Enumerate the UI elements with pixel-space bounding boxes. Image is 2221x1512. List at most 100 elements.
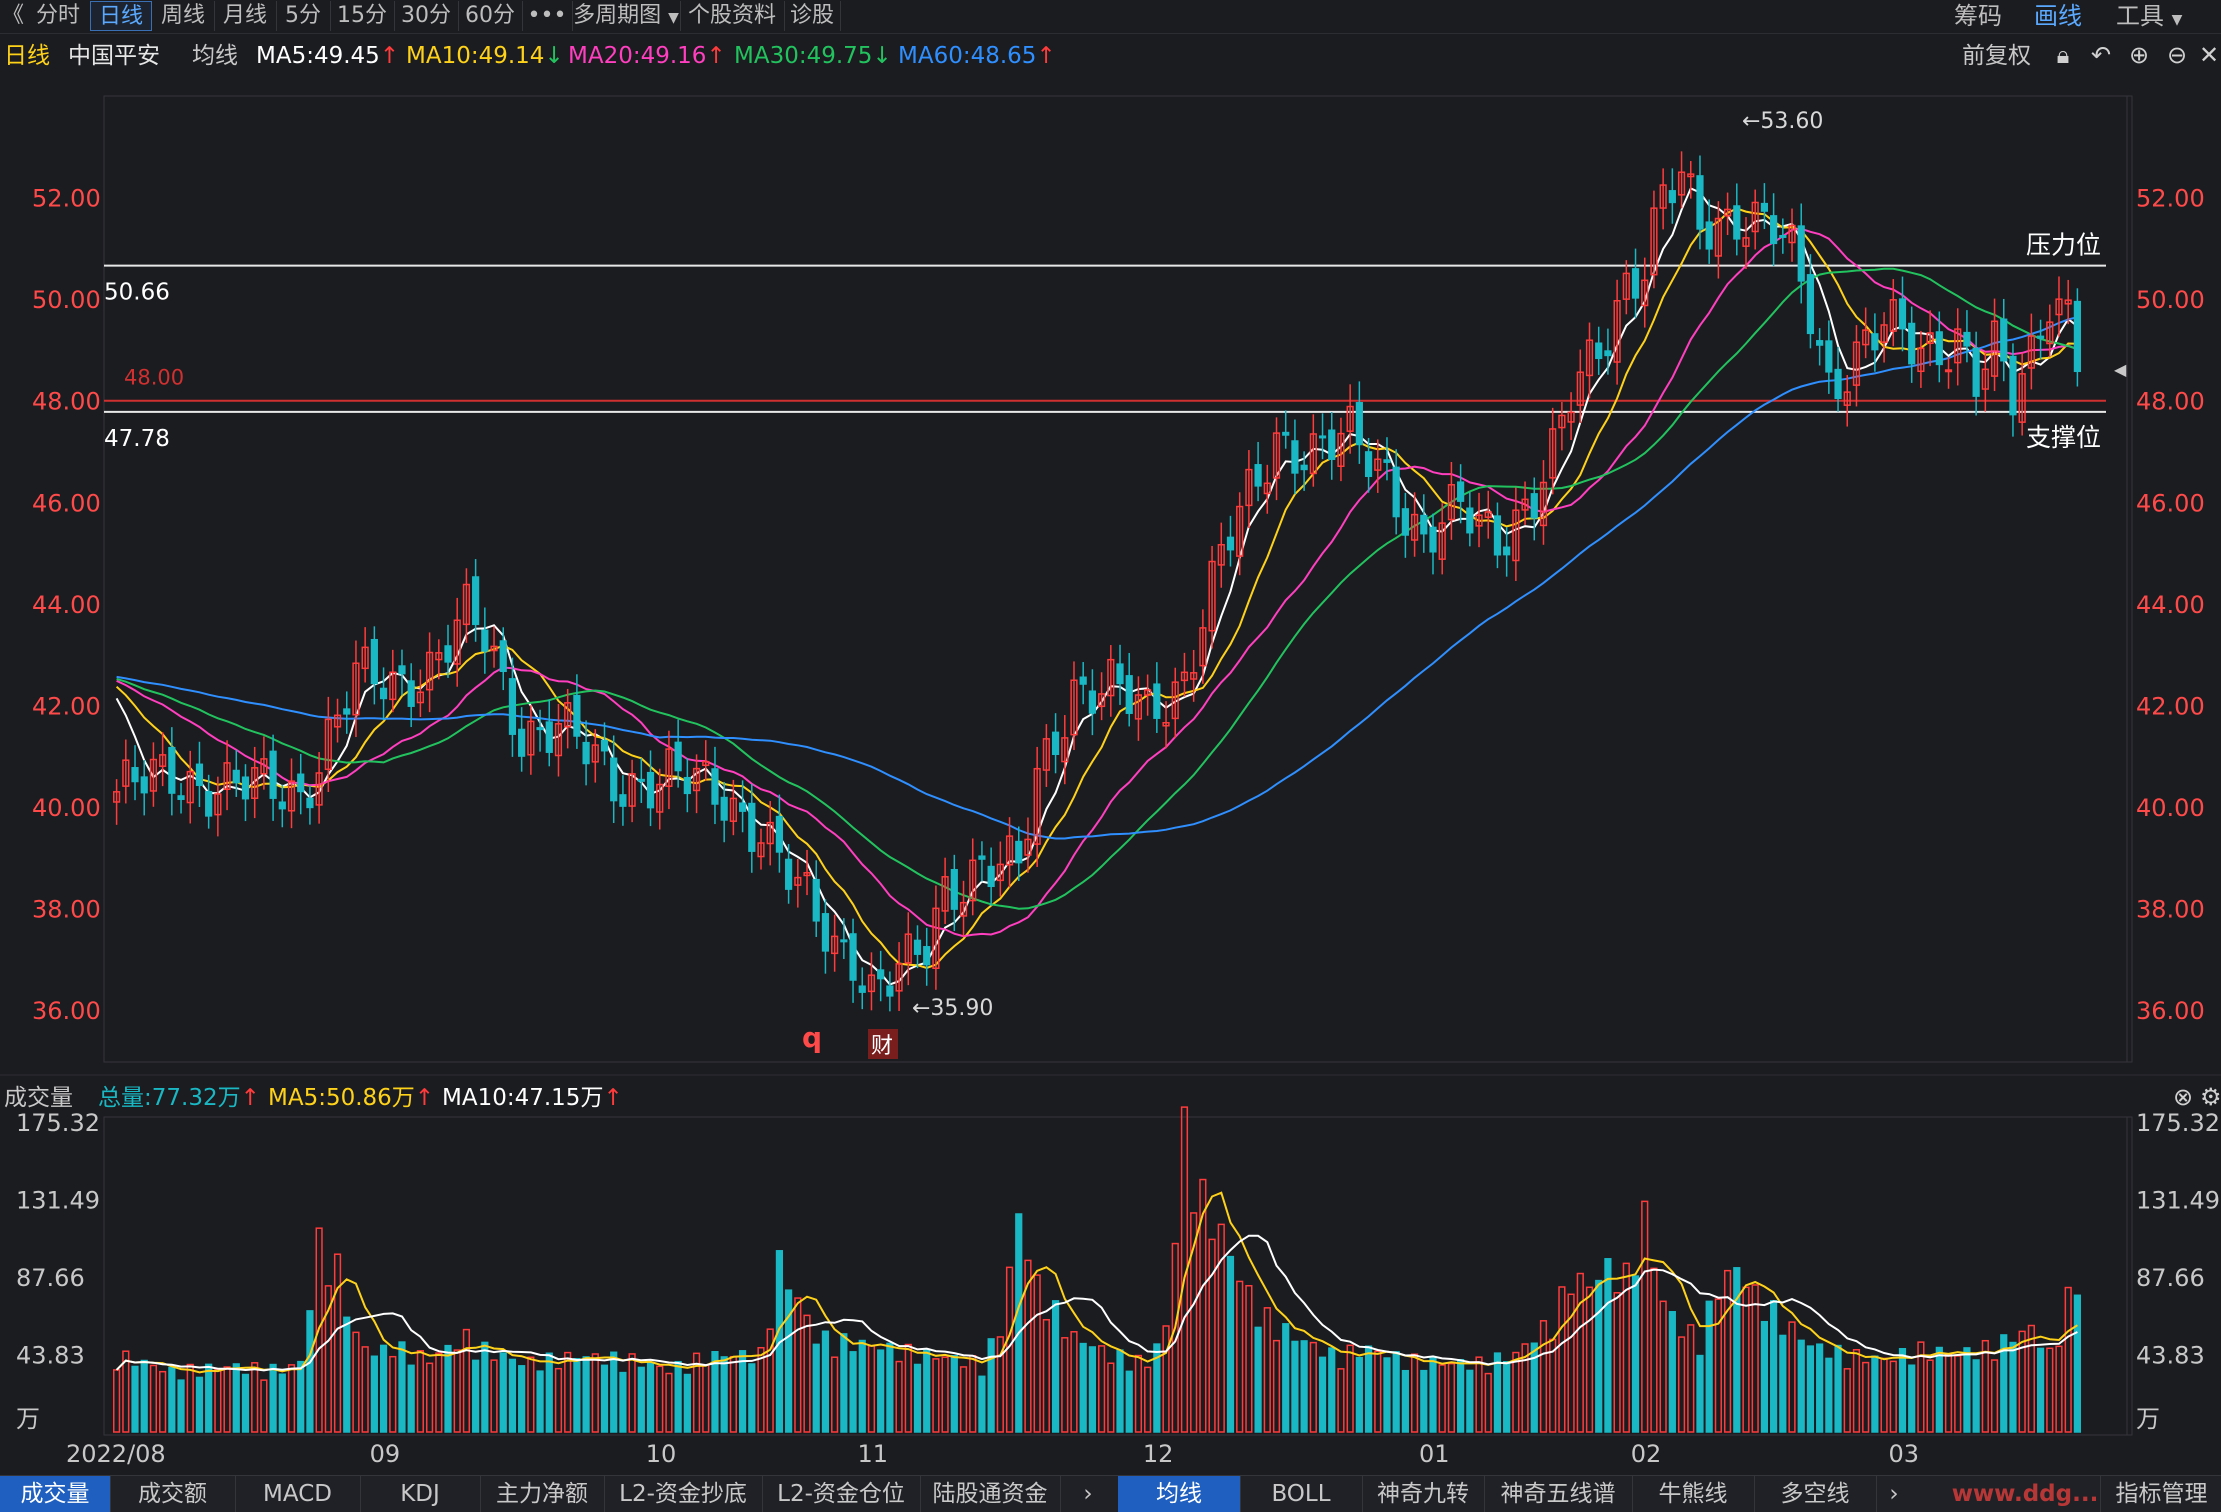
ma5-line xyxy=(115,187,2079,986)
close-panel-icon[interactable]: ⊗ xyxy=(2172,1083,2194,1111)
candle-body xyxy=(1125,675,1133,714)
tab-long-short[interactable]: 多空线 xyxy=(1754,1476,1877,1512)
indicator-manage-button[interactable]: 指标管理 xyxy=(2100,1476,2221,1512)
settings-icon[interactable]: ⚙︎ xyxy=(2200,1083,2221,1111)
candle-body xyxy=(969,859,977,902)
volume-bar xyxy=(527,1356,535,1433)
candle-body xyxy=(508,678,517,735)
candle-body xyxy=(867,974,876,993)
vol-tick-label-left: 43.83 xyxy=(16,1342,85,1370)
candle-body xyxy=(1714,217,1722,257)
ma30-line xyxy=(116,267,2078,910)
tab-5min[interactable]: 5分 xyxy=(276,1,331,31)
draw-line-button[interactable]: 画线 xyxy=(2034,2,2082,30)
zoom-out-icon[interactable]: ⊖ xyxy=(2166,41,2188,69)
candle-body xyxy=(610,757,618,802)
volume-bar xyxy=(1125,1370,1133,1433)
tab-td9[interactable]: 神奇九转 xyxy=(1362,1476,1485,1512)
candle-body xyxy=(1337,432,1345,467)
tab-five-lines[interactable]: 神奇五线谱 xyxy=(1484,1476,1633,1512)
candle-body xyxy=(1760,202,1769,212)
candle-body xyxy=(1374,458,1382,471)
tab-monthly[interactable]: 月线 xyxy=(214,1,277,31)
tab-volume[interactable]: 成交量 xyxy=(0,1476,111,1512)
candle-body xyxy=(757,842,765,858)
volume-bar xyxy=(1696,1354,1704,1433)
volume-bar xyxy=(849,1351,857,1433)
tab-boll[interactable]: BOLL xyxy=(1240,1476,1363,1512)
tab-bull-bear[interactable]: 牛熊线 xyxy=(1632,1476,1755,1512)
volume-bar xyxy=(1429,1357,1437,1433)
tools-label: 工具 xyxy=(2116,2,2164,30)
volume-bar xyxy=(214,1368,222,1433)
volume-bar xyxy=(1714,1298,1722,1433)
lock-icon[interactable]: 🔒︎ xyxy=(2056,41,2070,69)
candle-body xyxy=(379,687,388,700)
chips-button[interactable]: 筹码 xyxy=(1954,2,2002,30)
scroll-right-icon[interactable]: › xyxy=(1889,1481,1899,1507)
volume-bar xyxy=(711,1350,719,1433)
more-button[interactable]: ••• xyxy=(522,1,573,31)
candle-body xyxy=(573,694,581,737)
y-tick-label-left: 36.00 xyxy=(32,997,101,1025)
volume-bar xyxy=(1567,1293,1575,1433)
undo-icon[interactable]: ↶ xyxy=(2090,41,2112,69)
scroll-right-icon[interactable]: › xyxy=(1083,1481,1093,1507)
candle-body xyxy=(425,651,434,691)
candle-body xyxy=(1015,840,1023,864)
tab-60min[interactable]: 60分 xyxy=(458,1,523,31)
tab-stock-info[interactable]: 个股资料 xyxy=(680,1,785,31)
volume-bar xyxy=(1871,1355,1879,1433)
candle-body xyxy=(996,863,1004,882)
tab-kdj[interactable]: KDJ xyxy=(360,1476,481,1512)
candle-body xyxy=(269,750,277,799)
candle-body xyxy=(1631,268,1640,299)
adjust-button[interactable]: 前复权 xyxy=(1962,43,2031,69)
tab-hk-connect[interactable]: 陆股通资金 xyxy=(920,1476,1061,1512)
tools-button[interactable]: 工具 ▼ xyxy=(2116,1,2182,31)
x-tick-label: 09 xyxy=(370,1440,401,1468)
tab-weekly[interactable]: 周线 xyxy=(152,1,215,31)
candles xyxy=(112,151,2082,1012)
close-icon[interactable]: ✕ xyxy=(2198,41,2220,69)
candle-body xyxy=(416,691,424,704)
tab-l2-bottom[interactable]: L2-资金抄底 xyxy=(604,1476,763,1512)
candle-body xyxy=(122,759,130,787)
candle-body xyxy=(2000,318,2008,362)
tab-30min[interactable]: 30分 xyxy=(394,1,459,31)
candle-body xyxy=(1585,339,1594,377)
back-button[interactable]: 《 xyxy=(1,3,24,28)
tab-diagnose[interactable]: 诊股 xyxy=(784,1,841,31)
tab-macd[interactable]: MACD xyxy=(235,1476,361,1512)
volume-bar xyxy=(343,1316,351,1433)
tab-multi-period[interactable]: 多周期图 ▼ xyxy=(572,1,681,31)
volume-bar xyxy=(112,1369,121,1433)
ma20-value: MA20:49.16↑ xyxy=(568,43,726,69)
tab-15min[interactable]: 15分 xyxy=(330,1,395,31)
volume-bar xyxy=(1521,1343,1529,1433)
candle-body xyxy=(812,878,820,922)
tab-turnover[interactable]: 成交额 xyxy=(110,1476,236,1512)
candle-body xyxy=(1429,526,1437,553)
volume-bar xyxy=(573,1357,581,1433)
tab-daily[interactable]: 日线 xyxy=(90,1,152,31)
support-value-label: 47.78 xyxy=(104,426,170,452)
volume-bar xyxy=(416,1350,424,1433)
volume-bar xyxy=(389,1355,397,1433)
candle-body xyxy=(1162,721,1170,727)
tab-main-net[interactable]: 主力净额 xyxy=(480,1476,605,1512)
tab-l2-position[interactable]: L2-资金仓位 xyxy=(762,1476,921,1512)
volume-ma10-line xyxy=(115,1234,2078,1372)
tab-ma[interactable]: 均线 xyxy=(1118,1476,1241,1512)
volume-bar xyxy=(1291,1340,1299,1433)
candle-body xyxy=(1898,298,1907,330)
y-tick-label-left: 48.00 xyxy=(32,388,101,416)
ma20-line xyxy=(116,227,2078,938)
candle-body xyxy=(315,772,323,806)
candle-body xyxy=(1447,484,1456,521)
volume-bar xyxy=(1042,1319,1050,1433)
zoom-in-icon[interactable]: ⊕ xyxy=(2128,41,2150,69)
candle-body xyxy=(1530,493,1538,519)
volume-bar xyxy=(1539,1320,1548,1433)
